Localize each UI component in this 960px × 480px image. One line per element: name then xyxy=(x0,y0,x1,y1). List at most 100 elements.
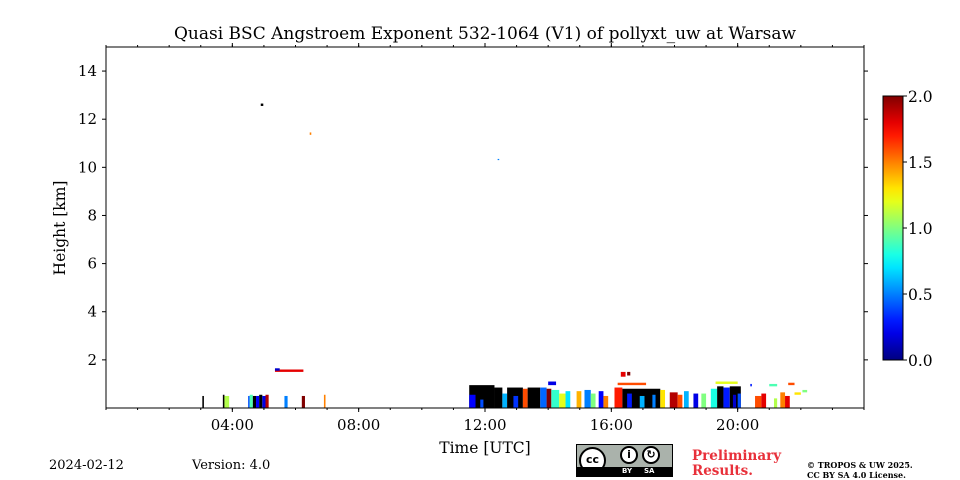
heatmap-cell xyxy=(795,392,801,394)
heatmap-cell xyxy=(614,388,622,408)
heatmap-cell xyxy=(774,398,777,408)
colorbar-tick-label: 0.0 xyxy=(908,352,933,370)
preliminary-notice: Preliminary Results. xyxy=(692,449,781,479)
heatmap-cell xyxy=(559,394,565,408)
heatmap-cell xyxy=(785,396,790,408)
heatmap-cell xyxy=(755,396,761,408)
heatmap-cell xyxy=(738,394,741,408)
person-icon: i xyxy=(620,446,638,464)
heatmap-cell xyxy=(618,383,646,385)
heatmap-cell xyxy=(275,368,280,370)
preliminary-line-1: Preliminary xyxy=(692,449,781,464)
preliminary-line-2: Results. xyxy=(692,464,781,479)
colorbar-tick-label: 1.5 xyxy=(908,154,933,172)
colorbar-tick-label: 1.0 xyxy=(908,220,933,238)
heatmap-cell xyxy=(259,395,262,408)
heatmap-cell xyxy=(621,372,626,377)
heatmap-cell xyxy=(566,391,571,408)
heatmap-cell xyxy=(253,396,256,408)
heatmap-cell xyxy=(469,395,475,408)
heatmap-cell xyxy=(250,395,253,408)
heatmap-cell xyxy=(494,388,502,408)
heatmap-cell xyxy=(551,390,559,408)
heatmap-cell xyxy=(769,384,777,386)
heatmap-cell xyxy=(802,390,807,392)
heatmap-cell xyxy=(780,392,785,408)
heatmap-cell xyxy=(302,396,305,408)
heatmap-cell xyxy=(540,388,546,408)
heatmap-cell xyxy=(248,396,250,408)
license-sa-label: SA xyxy=(644,467,654,476)
y-axis-label: Height [km] xyxy=(51,181,69,276)
date-label: 2024-02-12 xyxy=(49,458,124,473)
heatmap-cell xyxy=(684,391,689,408)
heatmap-cell xyxy=(284,396,287,408)
y-tick-label: 4 xyxy=(87,303,97,321)
heatmap-cell xyxy=(701,394,706,408)
x-tick-label: 20:00 xyxy=(716,416,759,434)
heatmap-cell xyxy=(528,388,541,408)
heatmap-cell xyxy=(523,389,528,408)
heatmap-cell xyxy=(652,395,655,408)
heatmap-cell xyxy=(513,396,518,408)
heatmap-cell xyxy=(761,394,766,408)
heatmap-cell xyxy=(224,396,229,408)
cc-license-badge[interactable]: cc i ↻ BY SA xyxy=(576,444,673,477)
heatmap-cell xyxy=(310,132,312,134)
x-tick-label: 16:00 xyxy=(590,416,633,434)
y-tick-label: 10 xyxy=(78,158,97,176)
version-label: Version: 4.0 xyxy=(192,458,270,473)
heatmap-cell xyxy=(584,390,590,408)
heatmap-cell xyxy=(265,395,268,408)
colorbar-tick-label: 2.0 xyxy=(908,88,933,106)
heatmap-cell xyxy=(256,396,259,408)
heatmap-cell xyxy=(202,396,204,408)
heatmap-cell xyxy=(603,396,608,408)
heatmap-cell xyxy=(693,394,698,408)
chart-svg: 04:00 08:00 12:00 16:00 20:00 2 4 6 8 10 12 14 0.0 0… xyxy=(0,0,960,480)
y-tick-label: 8 xyxy=(87,206,97,224)
heatmap-cell xyxy=(627,372,630,376)
heatmap-cell xyxy=(670,392,678,408)
heatmap-cell xyxy=(502,394,507,408)
y-tick-label: 6 xyxy=(87,255,97,273)
heatmap-cell xyxy=(599,391,604,408)
heatmap-cell xyxy=(261,104,264,106)
heatmap-cell xyxy=(717,386,723,408)
heatmap-cell xyxy=(660,390,665,408)
heatmap-cell xyxy=(788,383,794,385)
heatmap-cell xyxy=(627,394,632,408)
heatmap-cell xyxy=(577,391,582,408)
x-tick-label: 08:00 xyxy=(337,416,380,434)
y-tick-label: 14 xyxy=(78,62,97,80)
x-tick-label: 04:00 xyxy=(211,416,254,434)
credit-line-2: CC BY SA 4.0 License. xyxy=(807,470,913,480)
heatmap-cell xyxy=(716,382,738,384)
heatmap-cell xyxy=(723,388,729,408)
heatmap-cell xyxy=(324,395,326,408)
heatmap-cell xyxy=(480,400,483,408)
copyright-credit: © TROPOS & UW 2025. CC BY SA 4.0 License… xyxy=(807,460,913,480)
heatmap-cell xyxy=(640,396,645,408)
heatmap-cell xyxy=(498,159,500,160)
heatmap-cell xyxy=(750,384,752,386)
y-tick-label: 2 xyxy=(87,351,97,369)
x-axis-label: Time [UTC] xyxy=(439,439,530,457)
colorbar xyxy=(883,96,903,360)
credit-line-1: © TROPOS & UW 2025. xyxy=(807,460,913,470)
heatmap-cell xyxy=(262,396,265,408)
x-tick-label: 12:00 xyxy=(463,416,506,434)
figure: Quasi BSC Angstroem Exponent 532-1064 (V… xyxy=(0,0,960,480)
heatmap-cell xyxy=(548,382,556,386)
plot-area-frame xyxy=(106,47,864,408)
heatmap-cell xyxy=(711,389,717,408)
heatmap-cell xyxy=(733,395,736,408)
share-alike-icon: ↻ xyxy=(642,446,660,464)
heatmap-cell xyxy=(591,394,596,408)
colorbar-tick-label: 0.5 xyxy=(908,286,933,304)
heatmap-cell xyxy=(678,395,683,408)
license-by-label: BY xyxy=(622,467,632,476)
y-tick-label: 12 xyxy=(78,110,97,128)
heatmap-cell xyxy=(223,395,225,408)
heatmap-cell xyxy=(547,389,552,408)
